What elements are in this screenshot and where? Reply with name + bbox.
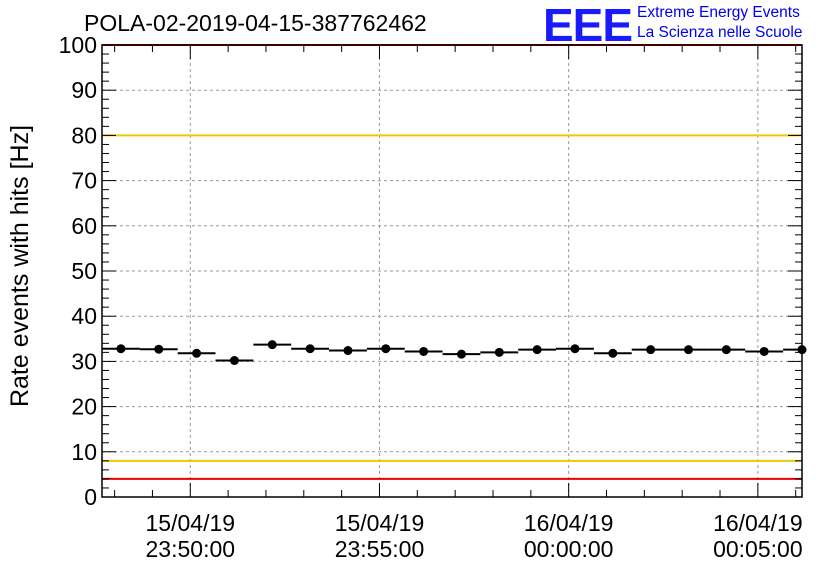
data-point	[759, 346, 769, 356]
data-point	[608, 348, 618, 358]
x-tick-label-date: 15/04/19	[146, 510, 236, 536]
data-point	[305, 344, 315, 354]
y-tick-label: 40	[71, 303, 97, 329]
y-tick-label: 20	[71, 394, 97, 420]
y-tick-label: 60	[71, 213, 97, 239]
x-tick-label-time: 23:50:00	[146, 536, 236, 562]
chart-title: POLA-02-2019-04-15-387762462	[84, 10, 427, 36]
y-tick-label: 100	[59, 32, 97, 58]
y-tick-label: 90	[71, 77, 97, 103]
data-point	[494, 347, 504, 357]
data-point	[532, 345, 542, 355]
data-point	[646, 345, 656, 355]
x-tick-label-date: 15/04/19	[335, 510, 425, 536]
x-tick-label-time: 23:55:00	[335, 536, 425, 562]
data-point	[229, 355, 239, 365]
y-tick-label: 0	[84, 484, 97, 510]
logo-line-1: Extreme Energy Events	[637, 4, 800, 21]
eee-logo-mark: EEE	[543, 0, 633, 51]
y-tick-label: 70	[71, 168, 97, 194]
x-tick-label-date: 16/04/19	[713, 510, 803, 536]
y-tick-label: 30	[71, 348, 97, 374]
data-point	[343, 346, 353, 356]
x-tick-label-time: 00:05:00	[713, 536, 803, 562]
y-tick-label: 50	[71, 258, 97, 284]
y-tick-label: 80	[71, 122, 97, 148]
data-point	[192, 348, 202, 358]
data-point	[456, 349, 466, 359]
data-point	[154, 344, 164, 354]
data-point	[683, 345, 693, 355]
data-point	[797, 345, 807, 355]
data-point	[116, 344, 126, 354]
y-axis-label: Rate events with hits [Hz]	[6, 125, 34, 407]
data-point	[267, 340, 277, 350]
data-point	[721, 345, 731, 355]
data-point	[381, 344, 391, 354]
x-tick-label-time: 00:00:00	[524, 536, 614, 562]
x-tick-label-date: 16/04/19	[524, 510, 614, 536]
data-point	[419, 346, 429, 356]
y-tick-label: 10	[71, 439, 97, 465]
data-point	[570, 344, 580, 354]
logo-line-2: La Scienza nelle Scuole	[637, 24, 803, 41]
